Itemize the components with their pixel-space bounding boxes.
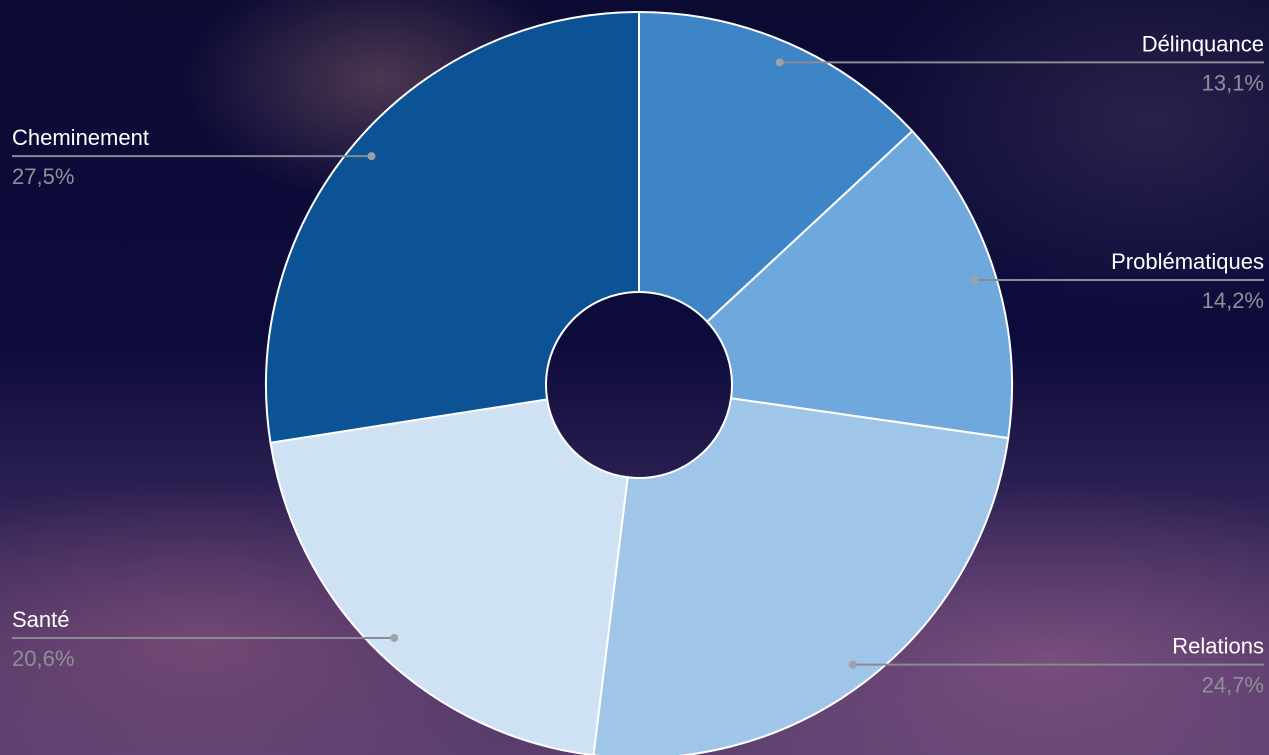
slice bbox=[266, 12, 639, 443]
slice-label: Délinquance bbox=[1142, 31, 1264, 56]
slice-value: 24,7% bbox=[1202, 673, 1264, 698]
slice-value: 20,6% bbox=[12, 646, 74, 671]
slice-label: Problématiques bbox=[1111, 249, 1264, 274]
slice-label: Santé bbox=[12, 607, 70, 632]
slice-label: Cheminement bbox=[12, 125, 149, 150]
slice-value: 27,5% bbox=[12, 164, 74, 189]
leader-dot bbox=[849, 661, 857, 669]
leader-dot bbox=[368, 152, 376, 160]
chart: Délinquance 13,1% Problématiques 14,2% Relat… bbox=[0, 0, 1269, 755]
slice-value: 13,1% bbox=[1202, 70, 1264, 95]
leader-dot bbox=[390, 634, 398, 642]
leader-dot bbox=[776, 58, 784, 66]
leader-dot bbox=[971, 276, 979, 284]
slice-value: 14,2% bbox=[1202, 288, 1264, 313]
slice bbox=[593, 398, 1008, 755]
slice-label: Relations bbox=[1172, 634, 1264, 659]
slice bbox=[270, 399, 627, 755]
page: {"chart_data": {"type": "pie", "donut": … bbox=[0, 0, 1269, 755]
